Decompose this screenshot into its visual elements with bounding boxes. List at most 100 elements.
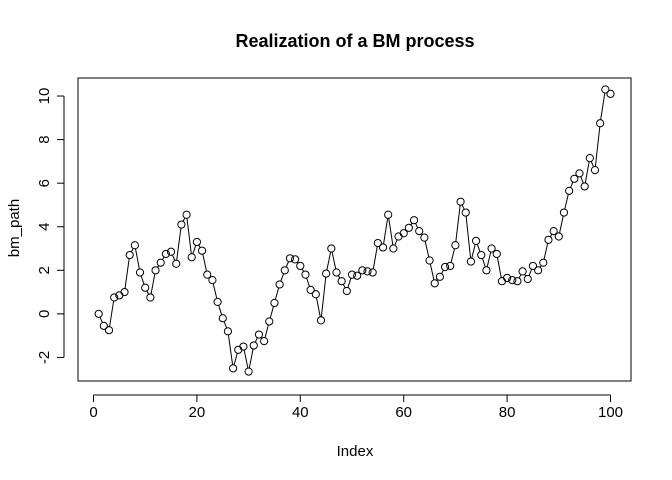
data-point xyxy=(394,232,403,241)
data-point xyxy=(596,119,605,128)
data-point xyxy=(384,210,393,219)
data-point xyxy=(125,250,134,260)
series-segment xyxy=(130,248,134,253)
y-tick-label: 8 xyxy=(36,135,53,143)
series-segment xyxy=(186,218,192,254)
series-segment xyxy=(476,244,481,252)
series-segment xyxy=(455,205,461,242)
series-segment xyxy=(441,269,444,274)
data-point xyxy=(409,216,419,225)
y-tick-label: 4 xyxy=(36,223,53,231)
y-axis: -2 0 2 4 6 8 10 xyxy=(36,88,65,364)
series-segment xyxy=(465,216,472,259)
data-point xyxy=(415,226,424,236)
series-segment xyxy=(269,306,274,319)
series-segment xyxy=(150,273,156,295)
series-segment xyxy=(146,290,150,295)
data-point xyxy=(213,297,222,306)
series-segment xyxy=(383,218,389,244)
series-segment xyxy=(388,218,394,246)
data-point xyxy=(322,269,331,278)
series-segment xyxy=(584,161,590,183)
data-point xyxy=(146,293,155,302)
data-point xyxy=(503,273,512,283)
data-point xyxy=(358,266,367,275)
data-point xyxy=(197,246,207,255)
data-point xyxy=(539,258,548,267)
series-segment xyxy=(424,241,430,258)
data-point xyxy=(296,261,305,271)
y-tick-label: 2 xyxy=(36,266,53,274)
data-point xyxy=(228,364,238,373)
data-point xyxy=(316,316,326,325)
y-tick-label: 6 xyxy=(36,179,53,187)
data-point xyxy=(218,314,227,323)
series-segment xyxy=(223,321,228,329)
data-point xyxy=(601,85,610,94)
data-point xyxy=(234,345,243,354)
data-point xyxy=(182,210,191,219)
data-point xyxy=(508,276,517,285)
data-point xyxy=(265,317,274,326)
data-point xyxy=(244,367,253,376)
y-tick-label: -2 xyxy=(36,351,53,364)
data-point xyxy=(430,279,439,288)
series-segment xyxy=(140,275,145,285)
data-point xyxy=(389,244,398,253)
series-segment xyxy=(564,194,569,210)
data-point xyxy=(368,268,377,277)
series-segment xyxy=(347,277,352,288)
series-segment xyxy=(192,245,197,254)
series-segment xyxy=(254,337,258,343)
data-point xyxy=(104,326,114,335)
data-point xyxy=(451,241,460,250)
data-point xyxy=(260,336,269,346)
data-point xyxy=(554,232,563,241)
series-segment xyxy=(280,273,285,282)
series-segment xyxy=(306,277,310,287)
data-point xyxy=(477,250,486,260)
data-point xyxy=(404,223,413,232)
data-point xyxy=(471,236,481,245)
data-point xyxy=(327,244,336,253)
data-point xyxy=(425,256,434,265)
data-point xyxy=(223,327,233,336)
data-point xyxy=(559,208,569,217)
data-point xyxy=(461,208,470,217)
data-point xyxy=(347,270,357,279)
data-point xyxy=(239,342,248,351)
data-point xyxy=(161,249,170,259)
series-segment xyxy=(570,181,574,188)
data-point xyxy=(94,309,103,318)
data-point xyxy=(130,241,139,250)
data-point xyxy=(420,233,429,242)
data-point xyxy=(466,257,476,266)
series-segment xyxy=(394,239,398,246)
data-point xyxy=(575,169,584,178)
x-tick-label: 80 xyxy=(499,404,516,421)
series-segment xyxy=(182,217,186,222)
data-point xyxy=(141,283,150,292)
data-point xyxy=(549,226,558,236)
series-group xyxy=(94,85,615,376)
series-segment xyxy=(543,243,549,260)
data-point xyxy=(570,174,579,183)
data-point xyxy=(342,286,351,296)
data-point xyxy=(280,266,289,275)
x-axis: 0 20 40 60 80 100 xyxy=(89,394,623,421)
x-tick-label: 0 xyxy=(89,404,97,421)
data-point xyxy=(110,293,119,302)
series-segment xyxy=(243,349,249,369)
series-segment xyxy=(212,283,218,299)
y-tick-label: 10 xyxy=(36,88,53,105)
x-axis-label: Index xyxy=(337,443,374,460)
data-point xyxy=(378,243,388,252)
data-point xyxy=(156,258,165,267)
series-segment xyxy=(518,274,522,279)
series-segment xyxy=(471,244,476,259)
data-point xyxy=(528,261,538,271)
series-segment xyxy=(202,254,207,272)
data-point xyxy=(208,276,217,285)
data-point xyxy=(544,235,553,244)
